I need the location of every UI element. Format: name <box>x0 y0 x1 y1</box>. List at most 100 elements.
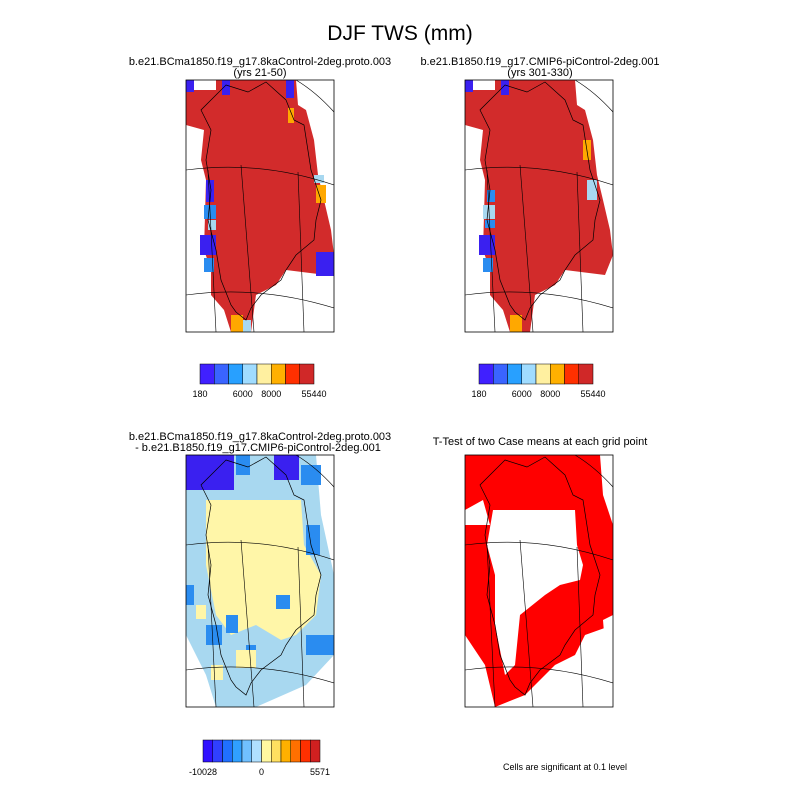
colorbar-box <box>310 739 321 763</box>
colorbar-label: 0 <box>259 767 264 777</box>
colorbar-box <box>478 363 494 385</box>
panel-title: T-Test of two Case means at each grid po… <box>433 436 648 448</box>
graticule <box>574 80 613 113</box>
colorbar-box <box>251 739 262 763</box>
colorbar-box <box>271 739 282 763</box>
map-content <box>186 80 334 332</box>
grid-cell <box>200 235 216 255</box>
colorbar-label: 55440 <box>301 389 326 399</box>
graticule <box>465 291 613 309</box>
grid-cell <box>196 605 206 619</box>
grid-cell <box>186 80 194 92</box>
map-panel <box>185 454 335 708</box>
colorbar-box <box>290 739 301 763</box>
colorbar-box <box>222 739 233 763</box>
map-frame <box>464 454 614 708</box>
panel-title: b.e21.BCma1850.f19_g17.8kaControl-2deg.p… <box>129 431 391 443</box>
colorbar-box <box>214 363 229 385</box>
map-content <box>186 455 334 707</box>
grid-cell <box>222 80 230 95</box>
grid-cell <box>226 615 238 633</box>
colorbar-label: 180 <box>192 389 207 399</box>
panel-title: b.e21.BCma1850.f19_g17.8kaControl-2deg.p… <box>129 56 391 68</box>
map-panel <box>464 454 614 708</box>
grid-cell <box>243 320 251 332</box>
field <box>206 500 321 640</box>
colorbar-label: 6000 <box>233 389 253 399</box>
grid-cell <box>236 455 250 475</box>
graticule <box>519 539 534 707</box>
grid-cell <box>186 585 194 605</box>
map-content <box>465 80 613 332</box>
colorbar-box <box>242 363 258 385</box>
graticule <box>186 666 334 684</box>
coastline <box>479 456 601 696</box>
graticule <box>240 164 255 332</box>
panel-subtitle: (yrs 21-50) <box>233 67 286 79</box>
grid-cell <box>314 175 324 183</box>
graticule <box>576 546 584 707</box>
colorbar-label: 6000 <box>512 389 532 399</box>
panel-subtitle: - b.e21.B1850.f19_g17.CMIP6-piControl-2d… <box>135 442 381 454</box>
grid-cell <box>479 235 495 255</box>
colorbar-label: 180 <box>471 389 486 399</box>
coastline <box>200 81 322 321</box>
colorbar-box <box>285 363 300 385</box>
grid-cell <box>316 252 334 276</box>
field <box>186 80 334 332</box>
grid-cell <box>288 108 294 123</box>
field <box>487 510 583 675</box>
grid-cell <box>501 80 509 95</box>
graticule <box>186 291 334 309</box>
graticule <box>207 169 217 332</box>
graticule <box>519 164 534 332</box>
graticule <box>465 166 613 186</box>
grid-cell <box>301 465 321 485</box>
grid-cell <box>510 315 522 332</box>
grid-cell <box>306 635 334 655</box>
graticule <box>486 169 496 332</box>
graticule <box>486 544 496 707</box>
grid-cell <box>206 625 222 645</box>
graticule <box>186 541 334 561</box>
colorbar-box <box>521 363 537 385</box>
graticule <box>240 539 255 707</box>
colorbar-box <box>300 739 311 763</box>
grid-cell <box>487 190 495 202</box>
colorbar-box <box>550 363 565 385</box>
colorbar-box <box>299 363 315 385</box>
coastline <box>200 456 322 696</box>
figure-title: DJF TWS (mm) <box>327 22 472 45</box>
map-frame <box>464 79 614 333</box>
grid-cell <box>316 185 326 203</box>
field <box>465 80 613 332</box>
colorbar-box <box>256 363 272 385</box>
graticule <box>297 171 305 332</box>
graticule <box>465 666 613 684</box>
graticule <box>295 455 334 488</box>
graticule <box>465 541 613 561</box>
colorbar-label: -10028 <box>189 767 217 777</box>
colorbar-label: 8000 <box>540 389 560 399</box>
graticule <box>574 455 613 488</box>
graticule <box>207 544 217 707</box>
colorbar-label: 5571 <box>310 767 330 777</box>
grid-cell <box>231 315 243 332</box>
colorbar-box <box>271 363 286 385</box>
grid-cell <box>208 220 216 230</box>
grid-cell <box>236 650 256 668</box>
colorbar-box <box>241 739 252 763</box>
coastline <box>479 81 601 321</box>
panel-title: b.e21.B1850.f19_g17.CMIP6-piControl-2deg… <box>420 56 659 68</box>
colorbar-box <box>280 739 291 763</box>
colorbar-box <box>507 363 522 385</box>
colorbar-box <box>578 363 594 385</box>
grid-cell <box>206 180 214 202</box>
map-panel <box>464 79 614 333</box>
grid-cell <box>483 258 493 272</box>
field <box>465 500 613 655</box>
grid-cell <box>306 525 320 555</box>
colorbar-box <box>199 363 215 385</box>
grid-cell <box>276 595 290 609</box>
map-frame <box>185 79 335 333</box>
